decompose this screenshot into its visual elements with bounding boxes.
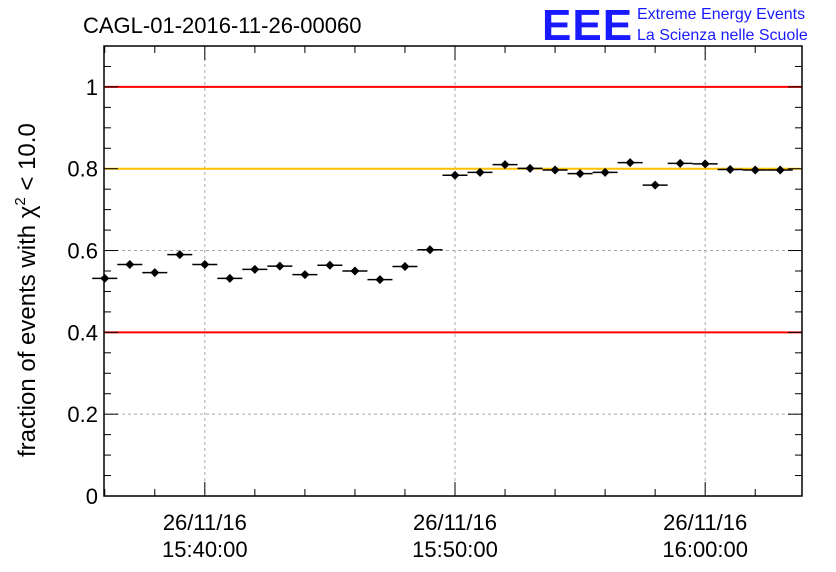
data-point <box>417 245 443 255</box>
data-point <box>167 250 193 260</box>
data-point <box>592 167 618 177</box>
data-point <box>517 163 543 173</box>
data-point <box>92 273 118 283</box>
y-tick-label: 0 <box>86 484 98 509</box>
data-point <box>642 180 668 190</box>
data-point <box>242 264 268 274</box>
y-tick-label: 0.2 <box>67 402 98 427</box>
point-marker <box>775 165 785 175</box>
y-tick-label: 0.6 <box>67 239 98 264</box>
point-marker <box>150 268 160 278</box>
logo-line-2: La Scienza nelle Scuole <box>637 27 808 44</box>
axis-ticks <box>104 45 802 497</box>
x-tick-labels: 26/11/1615:40:0026/11/1615:50:0026/11/16… <box>162 510 748 562</box>
y-tick-label: 0.4 <box>67 320 98 345</box>
point-marker <box>450 170 460 180</box>
eee-logo: EEE Extreme Energy Events La Scienza nel… <box>542 1 808 50</box>
logo-line-1: Extreme Energy Events <box>637 6 805 23</box>
logo-letters: EEE <box>542 1 633 50</box>
data-point <box>267 261 293 271</box>
y-axis-label-superscript: 2 <box>12 197 29 205</box>
point-marker <box>125 259 135 269</box>
x-tick-label-time: 15:50:00 <box>412 537 498 562</box>
x-tick-label-date: 26/11/16 <box>663 510 747 535</box>
point-marker <box>650 180 660 190</box>
data-point <box>717 165 743 175</box>
point-marker <box>350 266 360 276</box>
point-marker <box>600 167 610 177</box>
data-point <box>317 260 343 270</box>
data-point <box>192 259 218 269</box>
point-marker <box>625 158 635 168</box>
point-marker <box>550 165 560 175</box>
point-marker <box>400 262 410 271</box>
data-point <box>692 159 718 169</box>
data-point <box>217 273 243 283</box>
x-tick-label-time: 15:40:00 <box>162 537 248 562</box>
point-marker <box>725 165 735 175</box>
y-tick-label: 0.8 <box>67 157 98 182</box>
data-point <box>117 259 143 269</box>
reference-lines <box>104 85 802 334</box>
point-marker <box>225 273 235 283</box>
data-point <box>292 270 318 280</box>
point-marker <box>425 245 435 255</box>
y-tick-label: 1 <box>86 75 98 100</box>
data-point <box>367 275 393 285</box>
point-marker <box>325 260 335 270</box>
point-marker <box>575 169 585 179</box>
point-marker <box>250 264 260 274</box>
y-axis-label-main: fraction of events with χ <box>14 205 41 457</box>
point-marker <box>100 273 110 283</box>
point-marker <box>275 261 285 271</box>
point-marker <box>500 160 510 170</box>
point-marker <box>375 275 385 285</box>
chart-title: CAGL-01-2016-11-26-00060 <box>83 13 361 38</box>
point-marker <box>750 165 760 175</box>
data-point <box>392 262 418 271</box>
y-axis-label: fraction of events with χ2 < 10.0 <box>12 123 41 457</box>
data-point <box>617 158 643 168</box>
data-point <box>667 158 693 168</box>
point-marker <box>200 259 210 269</box>
data-point <box>467 167 493 177</box>
point-marker <box>175 250 185 260</box>
data-point <box>442 170 468 180</box>
point-marker <box>700 159 710 169</box>
y-tick-labels: 0 0.2 0.4 0.6 0.8 1 <box>67 75 98 509</box>
data-point <box>542 165 568 175</box>
point-marker <box>300 270 310 280</box>
data-point <box>567 169 593 179</box>
data-point <box>342 266 368 276</box>
plot-frame <box>103 45 803 497</box>
point-marker <box>675 158 685 168</box>
data-point <box>142 268 168 278</box>
data-point <box>742 165 768 175</box>
plot-border <box>103 45 803 497</box>
x-tick-label-date: 26/11/16 <box>163 510 247 535</box>
data-point <box>767 165 793 175</box>
point-marker <box>475 167 485 177</box>
point-marker <box>525 163 535 173</box>
data-point <box>492 160 518 170</box>
y-axis-label-suffix: < 10.0 <box>14 123 41 197</box>
x-tick-label-date: 26/11/16 <box>413 510 497 535</box>
x-tick-label-time: 16:00:00 <box>662 537 748 562</box>
grid-lines <box>104 46 802 496</box>
data-points <box>92 158 793 285</box>
